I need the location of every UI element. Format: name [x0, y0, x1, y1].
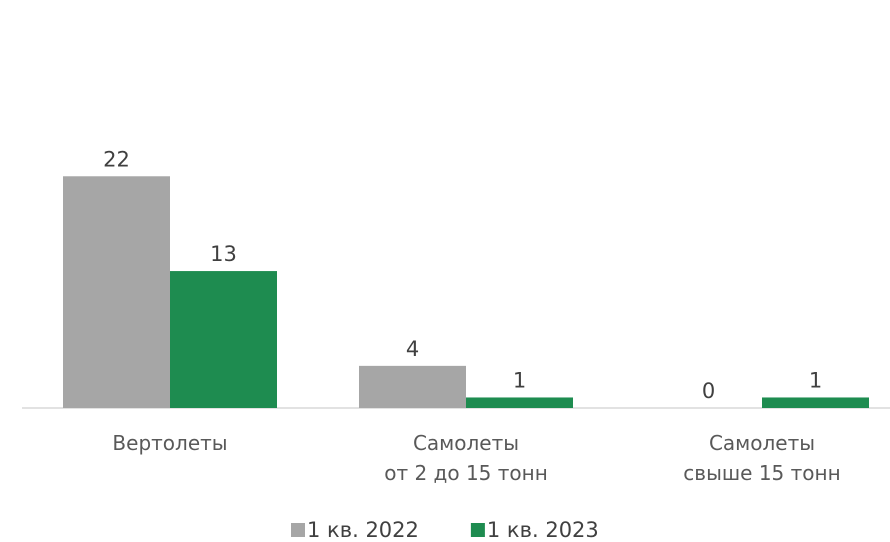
data-label: 22 — [103, 147, 130, 171]
legend-swatch — [291, 523, 305, 537]
x-tick-label: Самолеты свыше 15 тонн — [683, 431, 841, 485]
data-label: 1 — [809, 368, 822, 392]
bar — [170, 271, 277, 408]
bar — [359, 365, 466, 408]
data-label: 4 — [406, 337, 419, 361]
legend-label: 1 кв. 2023 — [487, 518, 599, 542]
x-tick-label: Самолеты от 2 до 15 тонн — [384, 431, 548, 485]
bar — [63, 176, 170, 408]
legend-swatch — [470, 523, 485, 537]
bar — [466, 397, 573, 408]
data-label: 1 — [513, 368, 526, 392]
data-label: 13 — [210, 242, 237, 266]
legend-label: 1 кв. 2022 — [307, 518, 419, 542]
data-label: 0 — [702, 379, 715, 403]
bar — [762, 397, 869, 408]
x-tick-label: Вертолеты — [112, 431, 228, 455]
